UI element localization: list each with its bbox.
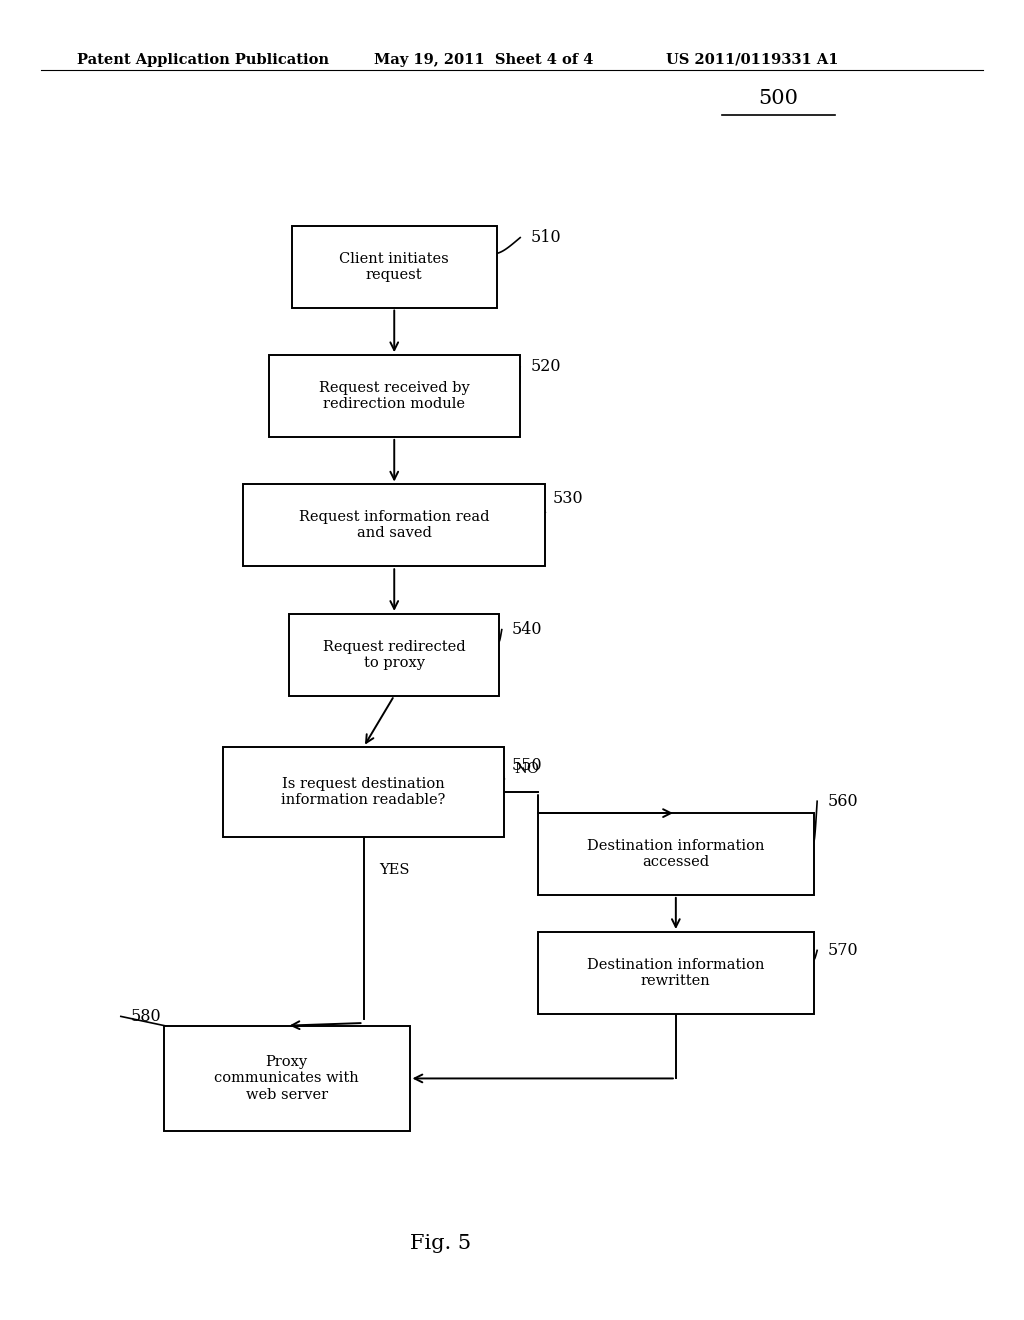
Text: 550: 550 [512, 758, 543, 774]
FancyBboxPatch shape [268, 355, 520, 437]
Text: Client initiates
request: Client initiates request [339, 252, 450, 281]
Text: Patent Application Publication: Patent Application Publication [77, 53, 329, 67]
Text: US 2011/0119331 A1: US 2011/0119331 A1 [666, 53, 838, 67]
Text: Destination information
rewritten: Destination information rewritten [587, 958, 765, 987]
Text: Request redirected
to proxy: Request redirected to proxy [323, 640, 466, 669]
FancyBboxPatch shape [538, 813, 814, 895]
Text: 540: 540 [512, 622, 543, 638]
Text: Proxy
communicates with
web server: Proxy communicates with web server [214, 1055, 359, 1102]
Text: Fig. 5: Fig. 5 [410, 1234, 471, 1253]
Text: Request received by
redirection module: Request received by redirection module [318, 381, 470, 411]
Text: NO: NO [514, 762, 540, 776]
FancyBboxPatch shape [244, 484, 545, 566]
Text: YES: YES [379, 863, 410, 876]
Text: Request information read
and saved: Request information read and saved [299, 511, 489, 540]
Text: Destination information
accessed: Destination information accessed [587, 840, 765, 869]
Text: 560: 560 [827, 793, 858, 809]
FancyBboxPatch shape [538, 932, 814, 1014]
Text: 520: 520 [530, 359, 561, 375]
Text: 530: 530 [553, 491, 584, 507]
Text: 500: 500 [758, 90, 799, 108]
FancyBboxPatch shape [222, 747, 504, 837]
Text: May 19, 2011  Sheet 4 of 4: May 19, 2011 Sheet 4 of 4 [374, 53, 593, 67]
FancyBboxPatch shape [290, 614, 500, 696]
Text: 580: 580 [131, 1008, 162, 1024]
Text: 570: 570 [827, 942, 858, 958]
FancyBboxPatch shape [292, 226, 497, 308]
Text: Is request destination
information readable?: Is request destination information reada… [282, 777, 445, 807]
FancyBboxPatch shape [164, 1026, 410, 1131]
Text: 510: 510 [530, 230, 561, 246]
